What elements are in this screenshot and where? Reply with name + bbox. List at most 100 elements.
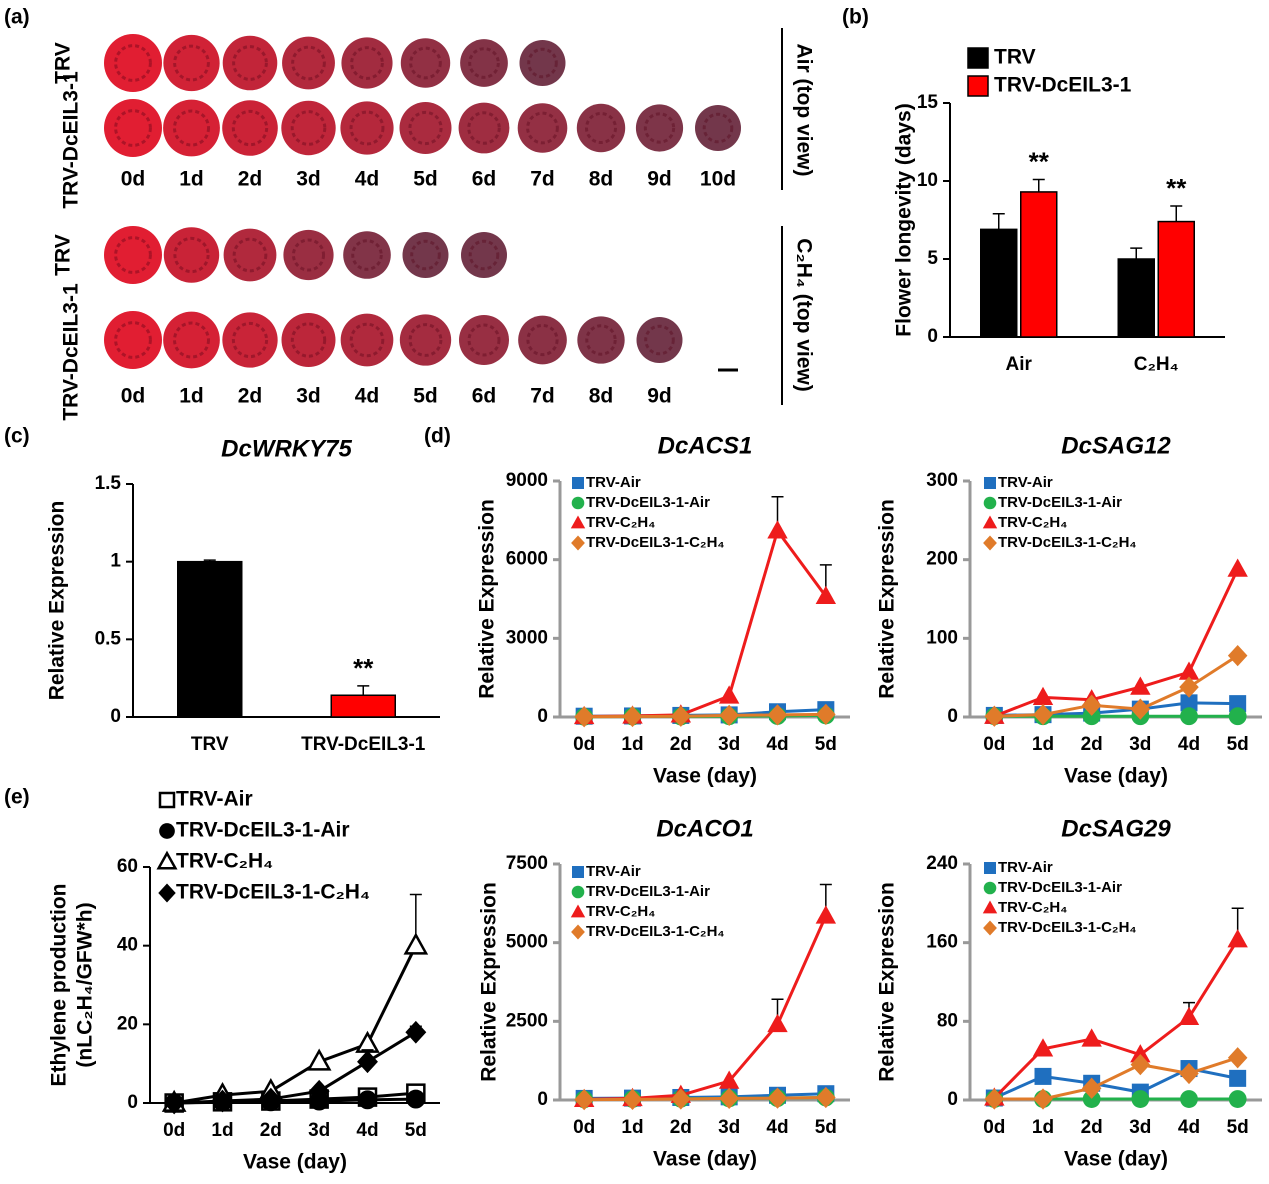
x-tick-label: C₂H₄ (1134, 354, 1179, 375)
legend-marker (156, 850, 178, 870)
flower-photo (222, 35, 278, 91)
marker (1130, 1053, 1151, 1076)
flower-photo (461, 232, 507, 278)
x-tick-label: 1d (1032, 734, 1054, 755)
y-tick-label: 0 (947, 1089, 958, 1110)
series-line (993, 1066, 1238, 1100)
y-tick-label: 9000 (506, 470, 548, 491)
side-label: Air (top view) (792, 43, 815, 176)
marker (1082, 707, 1101, 726)
marker (406, 1089, 426, 1109)
flower-photo (281, 100, 336, 156)
flower-photo (576, 103, 626, 153)
x-tick-label: 1d (211, 1120, 233, 1141)
day-label: 4d (355, 385, 380, 408)
marker (357, 1050, 378, 1074)
series-line (994, 654, 1239, 718)
x-tick-label: 5d (815, 734, 837, 755)
marker (1130, 1044, 1151, 1063)
legend-label: TRV-C₂H₄ (998, 514, 1067, 531)
flower-photo (114, 44, 152, 82)
x-axis-label: Vase (day) (1064, 1148, 1168, 1171)
flower-photo (173, 44, 210, 82)
flower-photo (468, 47, 500, 79)
significance-label: ** (1029, 146, 1050, 176)
flower-photo (399, 314, 452, 366)
legend-marker (159, 823, 175, 839)
bar (330, 694, 396, 718)
y-tick-label: 160 (926, 932, 958, 953)
flower-photo (467, 111, 501, 145)
marker (1032, 1038, 1054, 1057)
marker (1180, 707, 1198, 726)
y-tick-label: 0 (110, 706, 121, 727)
x-tick-label: 3d (718, 1117, 740, 1138)
y-axis-label: Relative Expression (46, 501, 69, 701)
y-tick-label: 1.5 (95, 473, 122, 494)
day-label: 7d (530, 168, 555, 191)
error-bar (357, 685, 370, 696)
flower-photo (222, 312, 278, 368)
y-tick-label: 3000 (506, 627, 548, 648)
marker (574, 1089, 594, 1111)
flower-photo (340, 313, 394, 367)
y-tick-label: 15 (917, 92, 939, 113)
legend-label: TRV-Air (176, 788, 253, 811)
marker (358, 1090, 377, 1110)
flower-photo (519, 40, 566, 86)
day-label: 0d (121, 385, 146, 408)
x-tick-label: 5d (1227, 734, 1249, 755)
legend-label: TRV-DcEIL3-1-C₂H₄ (998, 919, 1137, 936)
flower-photo (349, 322, 385, 358)
x-tick-label: 5d (405, 1120, 427, 1141)
x-tick-label: 3d (1129, 734, 1151, 755)
legend-label: TRV-DcEIL3-1-Air (586, 494, 710, 511)
x-tick-label: 3d (308, 1120, 330, 1141)
significance-label: ** (353, 653, 374, 683)
legend-label: TRV-Air (998, 859, 1053, 876)
legend-marker (984, 862, 996, 874)
x-tick-label: 3d (718, 734, 740, 755)
row-label: TRV (52, 42, 75, 84)
flower-photo (400, 38, 451, 88)
legend-label: TRV-C₂H₄ (586, 514, 655, 531)
y-tick-label: 0.5 (95, 628, 122, 649)
x-tick-label: 5d (1227, 1117, 1249, 1138)
x-tick-label: 4d (766, 734, 788, 755)
legend-label: TRV (994, 46, 1036, 69)
flower-photo (526, 111, 559, 145)
day-label: 10d (700, 168, 736, 191)
flower-photo (104, 34, 162, 92)
y-tick-label: 0 (927, 326, 938, 347)
legend-label: TRV-Air (998, 474, 1053, 491)
y-axis-label: (nLC₂H₄/GFW*h) (74, 902, 97, 1067)
marker (1130, 698, 1151, 720)
side-label: C₂H₄ (top view) (792, 238, 815, 392)
flower-photo (636, 317, 683, 363)
series-line (584, 527, 828, 718)
marker (1180, 1090, 1198, 1108)
day-label: 6d (472, 168, 497, 191)
flower-photo (173, 321, 210, 359)
marker (1034, 1067, 1052, 1085)
legend-label: TRV-Air (586, 474, 641, 491)
series-line (174, 1030, 417, 1105)
marker (1179, 1062, 1199, 1085)
legend-marker (982, 900, 998, 914)
marker (1229, 1069, 1247, 1087)
x-tick-label: 1d (1032, 1117, 1054, 1138)
panel-label: (c) (4, 425, 30, 448)
chart-title: DcACS1 (658, 432, 753, 459)
legend-marker (572, 477, 584, 489)
day-label: 5d (413, 385, 438, 408)
legend-label: TRV-C₂H₄ (176, 850, 273, 873)
flower-photo (351, 239, 383, 271)
y-tick-label: 0 (537, 1089, 548, 1110)
day-label: 0d (121, 168, 146, 191)
flower-photo (585, 324, 617, 356)
y-axis-label: Relative Expression (476, 499, 499, 699)
y-tick-label: 1 (110, 551, 121, 572)
marker (1033, 1088, 1053, 1110)
legend-label: TRV-C₂H₄ (586, 903, 655, 920)
